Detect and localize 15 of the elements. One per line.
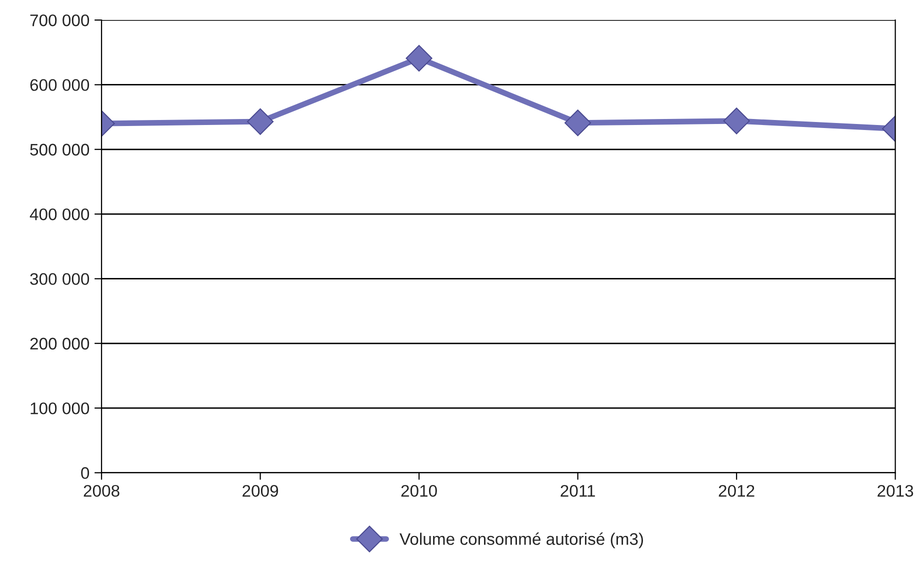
y-tick-label: 400 000: [30, 208, 90, 220]
x-tick-label: 2008: [84, 484, 120, 497]
y-tick-label: 700 000: [30, 14, 90, 26]
x-tick-label: 2011: [560, 484, 595, 497]
legend-label: Volume consommé autorisé (m3): [400, 532, 643, 548]
x-tick-label: 2010: [401, 484, 437, 497]
y-tick-label: 500 000: [30, 144, 90, 156]
x-tick-label: 2013: [878, 484, 914, 497]
y-tick-label: 300 000: [30, 273, 90, 285]
y-tick-label: 100 000: [30, 402, 90, 414]
y-tick-label: 200 000: [30, 338, 90, 350]
y-tick-label: 600 000: [30, 79, 90, 91]
y-tick-label: 0: [81, 467, 90, 479]
x-tick-label: 2009: [242, 484, 278, 497]
x-tick-label: 2012: [718, 484, 754, 497]
